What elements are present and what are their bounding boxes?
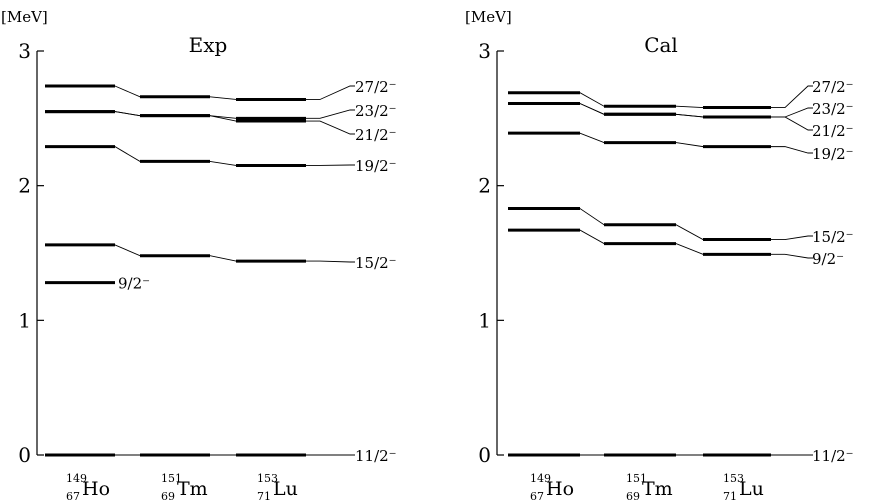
- y-tick-label: 0: [18, 443, 31, 467]
- atomic-number: 67: [530, 490, 544, 503]
- mass-number: 153: [257, 472, 278, 485]
- mass-number: 149: [530, 472, 551, 485]
- element-symbol: Tm: [642, 478, 673, 500]
- nucleus-label: 153 71 Lu: [723, 472, 764, 503]
- level-connector: [508, 229, 813, 259]
- atomic-number: 71: [257, 490, 271, 503]
- y-tick-label: 1: [18, 308, 31, 332]
- nucleus-label: 151 69 Tm: [161, 472, 208, 503]
- level-connector: [508, 208, 813, 240]
- nucleus-label: 149 67 Ho: [66, 472, 110, 503]
- level-connector: [45, 109, 355, 119]
- atomic-number: 69: [626, 490, 640, 503]
- level-connector: [508, 132, 813, 154]
- element-symbol: Ho: [82, 478, 110, 500]
- y-unit-label: [MeV]: [465, 8, 512, 26]
- level-label: 23/2⁻: [355, 102, 397, 120]
- level-label: 11/2⁻: [812, 447, 854, 465]
- level-label: 15/2⁻: [812, 228, 854, 246]
- y-tick-label: 3: [18, 39, 31, 63]
- element-symbol: Lu: [273, 478, 298, 500]
- y-tick-label: 0: [478, 443, 491, 467]
- mass-number: 151: [626, 472, 647, 485]
- level-label: 19/2⁻: [355, 157, 397, 175]
- element-symbol: Lu: [739, 478, 764, 500]
- panel-cal: [MeV] Cal 0 1 2 3 11/2⁻ 9/2⁻ 15/2⁻ 19/2⁻ 21/2⁻ 23/2…: [465, 8, 854, 503]
- nucleus-label: 153 71 Lu: [257, 472, 298, 503]
- mass-number: 151: [161, 472, 182, 485]
- nucleus-label: 149 67 Ho: [530, 472, 574, 503]
- level-connector: [508, 103, 813, 118]
- level-connector: [45, 244, 355, 263]
- atomic-number: 71: [723, 490, 737, 503]
- element-symbol: Ho: [546, 478, 574, 500]
- level-label: 15/2⁻: [355, 254, 397, 272]
- panel-exp: [MeV] Exp 0 1 2 3 11/2⁻ 9/2⁻ 15/2⁻ 19/2⁻ 21/2⁻ 23/2…: [1, 8, 397, 503]
- level-connector: [45, 85, 355, 100]
- element-symbol: Tm: [177, 478, 208, 500]
- mass-number: 153: [723, 472, 744, 485]
- y-tick-label: 3: [478, 39, 491, 63]
- mass-number: 149: [66, 472, 87, 485]
- level-connector: [45, 146, 355, 166]
- level-label: 9/2⁻: [118, 275, 150, 293]
- atomic-number: 67: [66, 490, 80, 503]
- level-connector: [508, 85, 813, 109]
- y-tick-label: 1: [478, 308, 491, 332]
- level-label: 19/2⁻: [812, 145, 854, 163]
- nucleus-label: 151 69 Tm: [626, 472, 673, 503]
- chart-title: Cal: [644, 33, 678, 57]
- level-label: 11/2⁻: [355, 447, 397, 465]
- level-label: 9/2⁻: [812, 250, 844, 268]
- level-label: 27/2⁻: [812, 78, 854, 96]
- y-unit-label: [MeV]: [1, 8, 48, 26]
- y-tick-label: 2: [18, 174, 31, 198]
- level-label: 23/2⁻: [812, 100, 854, 118]
- level-label: 27/2⁻: [355, 78, 397, 96]
- atomic-number: 69: [161, 490, 175, 503]
- level-label: 21/2⁻: [812, 122, 854, 140]
- chart-title: Exp: [189, 33, 228, 57]
- level-label: 21/2⁻: [355, 126, 397, 144]
- y-tick-label: 2: [478, 174, 491, 198]
